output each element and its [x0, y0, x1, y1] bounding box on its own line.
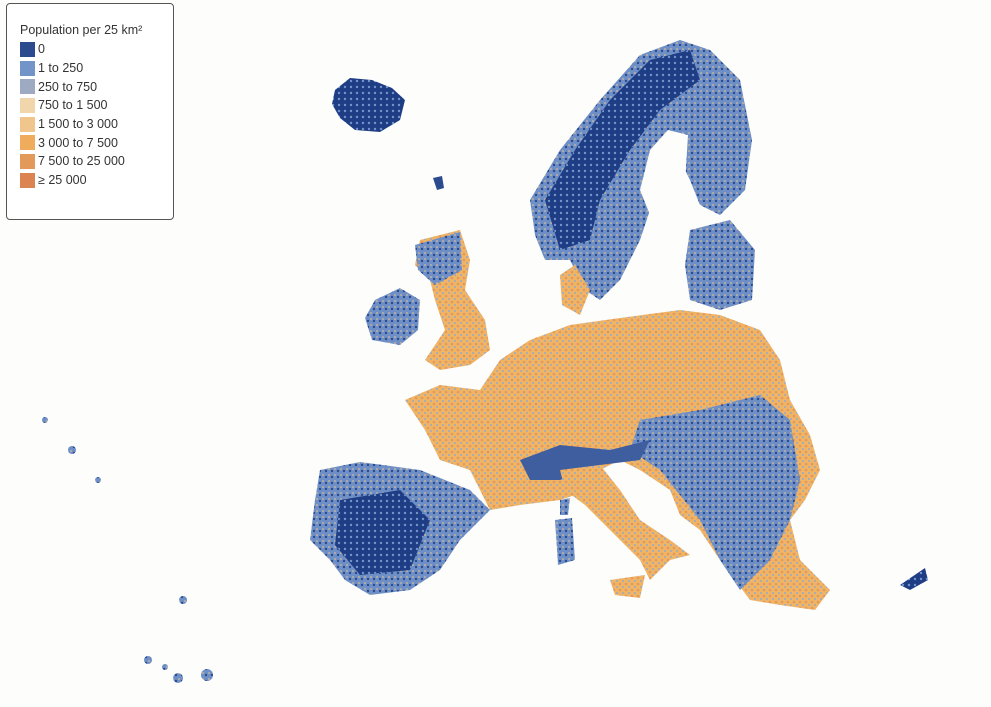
corsica — [560, 498, 570, 515]
legend-item: 0 — [20, 40, 173, 59]
iceland — [332, 78, 405, 132]
sicily — [610, 575, 645, 598]
map-legend: Population per 25 km² 0 1 to 250 250 to … — [6, 3, 174, 220]
legend-swatch — [20, 153, 35, 169]
legend-item: 250 to 750 — [20, 77, 173, 96]
legend-label: 7 500 to 25 000 — [38, 154, 125, 169]
legend-swatch — [20, 60, 35, 76]
legend-swatch — [20, 135, 35, 151]
italy — [560, 465, 690, 580]
scandinavia — [530, 40, 752, 315]
legend-swatch — [20, 116, 35, 132]
legend-item: 750 to 1 500 — [20, 96, 173, 115]
legend-label: 250 to 750 — [38, 79, 98, 94]
legend-label: 0 — [38, 42, 45, 57]
continental-europe — [405, 310, 830, 610]
cyprus — [900, 568, 928, 590]
legend-label: 1 500 to 3 000 — [38, 117, 118, 132]
iberia — [310, 462, 490, 595]
legend-item: 3 000 to 7 500 — [20, 133, 173, 152]
legend-item: 7 500 to 25 000 — [20, 152, 173, 171]
legend-item: 1 500 to 3 000 — [20, 115, 173, 134]
legend-swatch — [20, 41, 35, 57]
ireland — [365, 288, 420, 345]
sardinia — [555, 518, 575, 565]
faroe — [433, 176, 444, 190]
legend-item: 1 to 250 — [20, 59, 173, 78]
legend-label: ≥ 25 000 — [38, 173, 87, 188]
baltics — [685, 220, 755, 310]
legend-item: ≥ 25 000 — [20, 171, 173, 190]
legend-label: 3 000 to 7 500 — [38, 135, 118, 150]
legend-swatch — [20, 97, 35, 113]
legend-label: 1 to 250 — [38, 61, 84, 76]
legend-swatch — [20, 172, 35, 188]
legend-swatch — [20, 79, 35, 95]
legend-title: Population per 25 km² — [20, 23, 143, 37]
legend-label: 750 to 1 500 — [38, 98, 108, 113]
atlantic-islands — [42, 417, 213, 683]
great-britain — [415, 230, 490, 370]
